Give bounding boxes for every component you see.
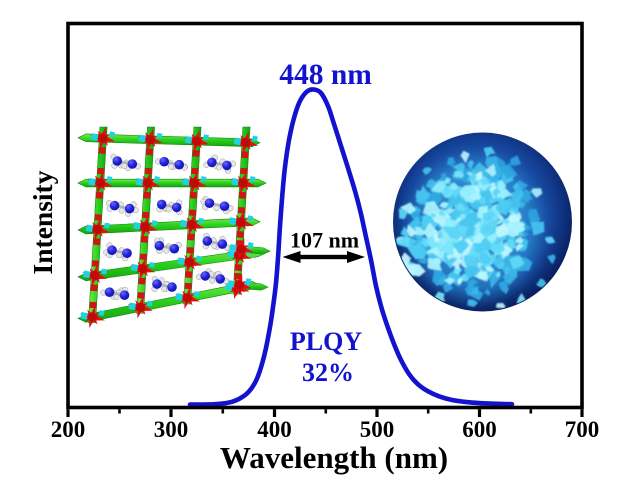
svg-text:107 nm: 107 nm (290, 228, 359, 253)
svg-text:32%: 32% (302, 358, 354, 387)
svg-text:300: 300 (154, 417, 189, 442)
svg-text:600: 600 (462, 417, 497, 442)
svg-text:500: 500 (360, 417, 395, 442)
svg-text:448 nm: 448 nm (279, 59, 372, 91)
svg-text:200: 200 (51, 417, 86, 442)
svg-text:Wavelength (nm): Wavelength (nm) (220, 440, 448, 475)
svg-text:Intensity: Intensity (27, 170, 58, 274)
svg-text:PLQY: PLQY (290, 327, 362, 356)
svg-text:400: 400 (257, 417, 292, 442)
svg-text:700: 700 (565, 417, 600, 442)
